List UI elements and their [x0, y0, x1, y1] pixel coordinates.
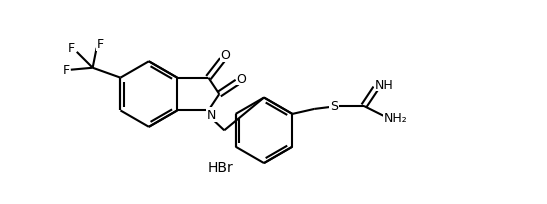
Text: F: F [97, 38, 104, 51]
Text: O: O [236, 72, 246, 85]
Text: S: S [330, 100, 338, 113]
Text: F: F [62, 64, 69, 77]
Text: N: N [207, 108, 216, 121]
Text: F: F [68, 42, 75, 55]
Text: HBr: HBr [207, 160, 233, 174]
Text: O: O [220, 49, 230, 62]
Text: NH: NH [374, 78, 393, 91]
Text: NH₂: NH₂ [384, 112, 408, 125]
